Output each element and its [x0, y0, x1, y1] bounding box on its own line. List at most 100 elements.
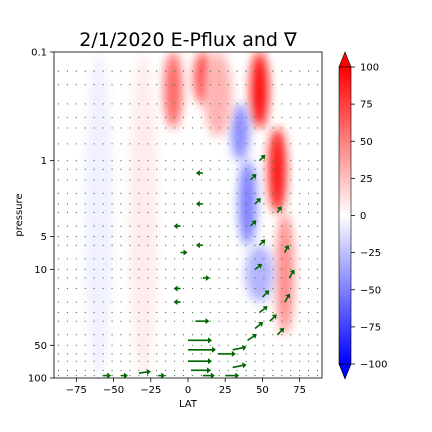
flux-dot-453 [84, 258, 86, 260]
flux-dot-212 [75, 168, 77, 170]
flux-dot-77 [209, 103, 211, 105]
flux-dot-781 [66, 369, 68, 371]
flux-dot-49 [227, 84, 229, 86]
flux-dot-511 [66, 277, 68, 279]
flux-dot-660 [57, 334, 60, 336]
flux-dot-387 [299, 225, 301, 227]
x-tick-label-3: 0 [185, 385, 191, 396]
flux-dot-721 [66, 353, 68, 355]
flux-dot-520 [147, 277, 149, 279]
flux-dot-611 [156, 311, 158, 314]
flux-dot-473 [263, 258, 265, 260]
flux-dot-469 [227, 258, 229, 260]
flux-dot-439 [227, 244, 229, 246]
flux-dot-749 [316, 353, 319, 355]
flux-dot-770 [236, 360, 238, 362]
flux-dot-395 [102, 236, 104, 238]
flux-dot-489 [138, 268, 140, 270]
flux-dot-306 [111, 203, 113, 205]
flux-dot-818 [129, 374, 131, 377]
flux-dot-333 [84, 211, 86, 214]
flux-dot-38 [129, 84, 131, 86]
flux-dot-42 [165, 84, 167, 86]
flux-arrow-20 [284, 293, 291, 303]
flux-arrow-35 [173, 285, 181, 292]
flux-dot-559 [227, 287, 229, 290]
flux-dot-19 [227, 70, 229, 72]
flux-dot-714 [272, 344, 274, 346]
flux-arrow-34 [195, 242, 203, 249]
flux-dot-609 [138, 311, 140, 314]
flux-dot-786 [111, 369, 113, 371]
flux-dot-388 [308, 225, 310, 227]
flux-dot-21 [245, 70, 247, 72]
colorbar-tick-label-7: −75 [360, 322, 381, 333]
flux-dot-164 [182, 143, 185, 145]
flux-arrow-9 [225, 372, 240, 378]
flux-dot-619 [227, 311, 229, 314]
flux-dot-0 [57, 70, 60, 72]
flux-dot-39 [138, 84, 140, 86]
flux-dot-44 [182, 84, 185, 86]
flux-dot-654 [272, 320, 274, 322]
flux-dot-505 [281, 268, 283, 270]
flux-dot-431 [156, 244, 158, 246]
flux-dot-799 [227, 369, 229, 371]
y-tick-label-4: 50 [34, 341, 47, 352]
flux-dot-413 [263, 236, 265, 238]
flux-dot-614 [182, 311, 185, 314]
flux-dot-9 [138, 70, 140, 72]
flux-dot-110 [236, 116, 238, 119]
flux-dot-680 [236, 334, 238, 336]
flux-dot-223 [174, 168, 176, 170]
flux-dot-12 [165, 70, 167, 72]
flux-dot-46 [200, 84, 202, 86]
flux-dot-75 [191, 103, 194, 105]
flux-dot-355 [281, 211, 283, 214]
colorbar-tick-label-1: 75 [360, 100, 373, 111]
flux-dot-407 [209, 236, 211, 238]
flux-dot-803 [263, 369, 265, 371]
divergence-patch-4 [238, 160, 257, 246]
flux-dot-463 [174, 258, 176, 260]
flux-dot-730 [147, 353, 149, 355]
flux-dot-557 [209, 287, 211, 290]
flux-dot-129 [138, 127, 140, 129]
flux-dot-267 [299, 179, 301, 181]
flux-dot-183 [84, 160, 86, 162]
flux-dot-430 [147, 244, 149, 246]
flux-dot-668 [129, 334, 131, 336]
flux-dot-813 [84, 374, 86, 377]
flux-dot-523 [174, 277, 176, 279]
flux-dot-764 [182, 360, 185, 362]
flux-dot-346 [200, 211, 202, 214]
flux-dot-94 [93, 116, 95, 119]
flux-dot-100 [147, 116, 149, 119]
flux-dot-536 [290, 277, 292, 279]
flux-dot-55 [281, 84, 283, 86]
flux-dot-537 [299, 277, 301, 279]
flux-dot-467 [209, 258, 211, 260]
flux-dot-83 [263, 103, 265, 105]
flux-dot-172 [254, 143, 256, 145]
flux-dot-518 [129, 277, 131, 279]
flux-dot-264 [272, 179, 274, 181]
flux-dot-374 [182, 225, 185, 227]
flux-dot-565 [281, 287, 283, 290]
flux-arrow-37 [202, 274, 210, 281]
flux-dot-641 [156, 320, 158, 322]
flux-dot-727 [120, 353, 122, 355]
flux-dot-238 [308, 168, 310, 170]
flux-arrow-36 [173, 299, 181, 306]
flux-dot-78 [218, 103, 220, 105]
divergence-patch-9 [84, 52, 113, 378]
flux-dot-357 [299, 211, 301, 214]
flux-dot-524 [182, 277, 185, 279]
flux-dot-220 [147, 168, 149, 170]
colorbar-tick-label-4: 0 [360, 211, 366, 222]
flux-dot-88 [308, 103, 310, 105]
flux-dot-253 [174, 179, 176, 181]
flux-dot-514 [93, 277, 95, 279]
flux-dot-722 [75, 353, 77, 355]
flux-dot-476 [290, 258, 292, 260]
